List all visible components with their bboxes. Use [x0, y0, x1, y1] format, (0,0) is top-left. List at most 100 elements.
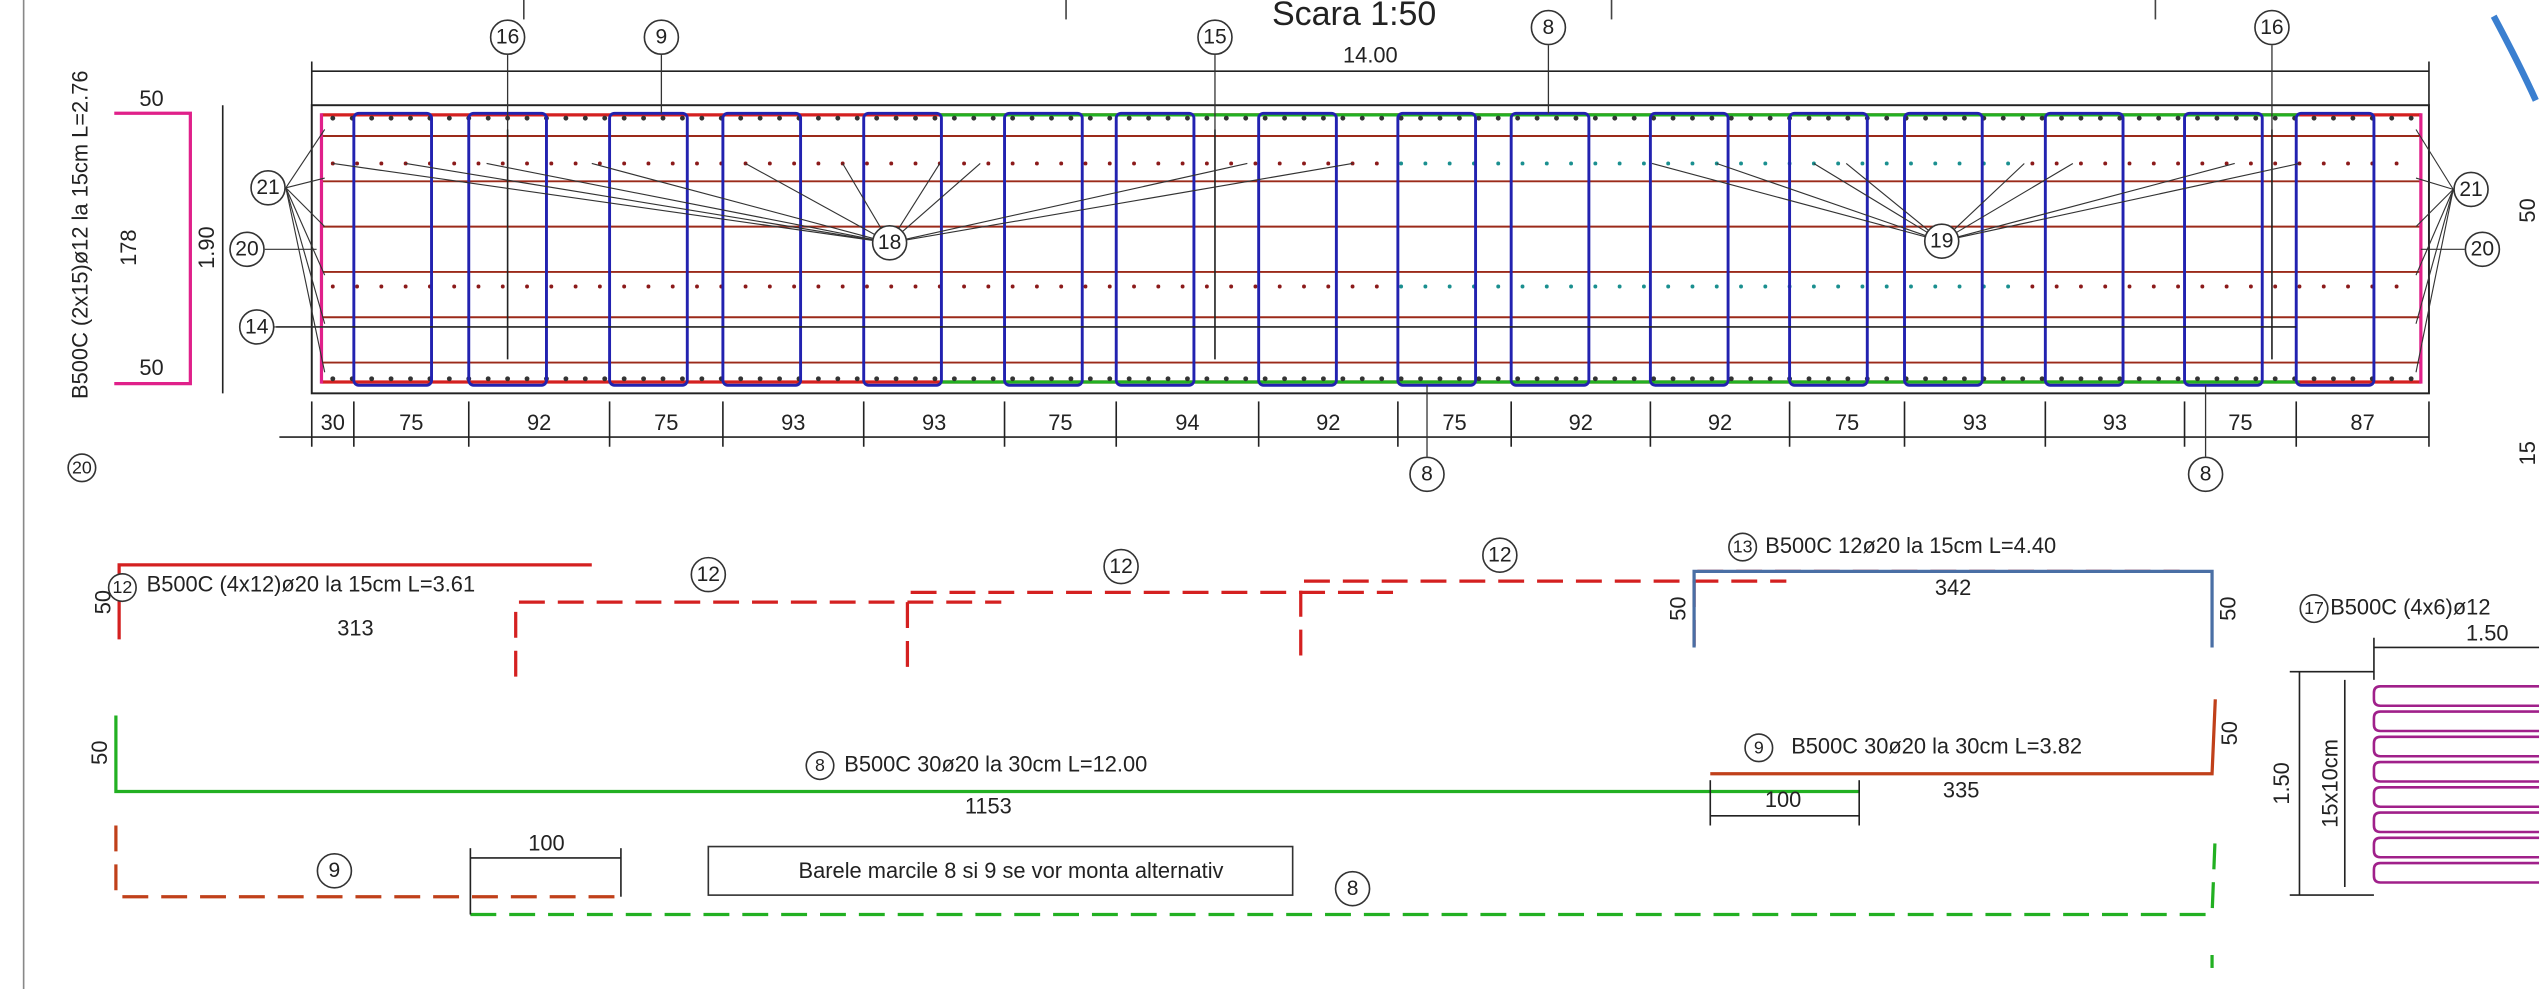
rebar-dot	[369, 115, 375, 121]
rebar-dot	[2331, 376, 2336, 382]
callout-number: 12	[1488, 544, 1511, 567]
rebar-dot	[1223, 115, 1229, 121]
rebar-dot	[777, 115, 782, 121]
rebar-dot	[854, 115, 860, 121]
rebar-dot	[646, 161, 651, 166]
rebar-dot	[2248, 161, 2253, 166]
rebar-dot	[476, 161, 481, 166]
bar-label: B500C (4x12)ø20 la 15cm L=3.61	[147, 572, 475, 597]
callout-circle	[1728, 532, 1758, 562]
line	[1716, 162, 1942, 242]
rebar-dot	[1641, 161, 1646, 166]
line	[1845, 163, 1943, 242]
rebar-dot	[932, 115, 938, 121]
line	[2415, 188, 2454, 228]
rebar-dot	[1229, 161, 1234, 166]
rebar-dot	[1884, 376, 1890, 382]
rebar-dot	[2127, 284, 2132, 289]
rebar-dot	[2059, 376, 2064, 382]
line	[2415, 189, 2454, 373]
callout-number: 13	[1733, 537, 1753, 557]
rebar-dot	[792, 284, 797, 289]
rebar-dot	[2078, 115, 2084, 121]
callout-circle	[316, 853, 353, 889]
rebar-dot	[408, 115, 413, 121]
rebar-dot	[738, 115, 744, 121]
rebar-dot	[1496, 284, 1501, 289]
rebar-dot	[986, 284, 991, 289]
stirrup	[862, 111, 943, 387]
line	[1651, 162, 1942, 242]
callout-number: 14	[245, 315, 269, 338]
stirrup-loop	[2372, 861, 2540, 884]
rebar-dot	[1204, 376, 1210, 382]
callout-circle	[805, 751, 835, 781]
line	[486, 162, 890, 244]
rebar-dot	[1320, 115, 1326, 121]
rebar-dot	[1398, 115, 1404, 121]
note-box	[707, 845, 1294, 896]
label: 1.50	[2466, 620, 2509, 645]
rebar-dot	[1156, 161, 1161, 166]
rebar-dot	[1029, 115, 1035, 121]
rebar-dot	[1374, 284, 1379, 289]
rebar-dot	[1641, 284, 1646, 289]
rebar-dot	[951, 376, 957, 382]
rebar-dot	[1180, 284, 1185, 289]
line	[1941, 163, 2025, 242]
stirrup-loop	[2372, 836, 2540, 859]
rebar-dot	[1456, 376, 1462, 382]
rebar-dot	[757, 376, 763, 382]
rebar-dot	[2151, 161, 2156, 166]
rebar-dot	[1496, 161, 1501, 166]
rebar-dot	[1592, 376, 1598, 382]
label: 100	[528, 831, 564, 856]
rebar-dot	[1146, 376, 1152, 382]
stirrup	[1396, 111, 1478, 387]
rebar-dot	[2346, 284, 2350, 289]
rebar-dot	[854, 376, 860, 382]
rebar-dot	[621, 115, 627, 121]
rebar-dot	[660, 115, 666, 121]
rebar-dot	[1083, 284, 1088, 289]
rebar-dot	[1826, 115, 1831, 121]
rebar-dot	[1884, 161, 1889, 166]
rebar-dot	[2059, 115, 2064, 121]
callout-number: 16	[2260, 16, 2283, 39]
rebar-dot	[2311, 376, 2317, 382]
spacing-dim: 75	[1835, 410, 1859, 435]
rebar-dot	[1909, 284, 1913, 289]
rebar-dot	[1534, 376, 1540, 382]
rebar-dot	[2020, 376, 2026, 382]
rebar-dot	[1534, 115, 1540, 121]
rebar-dot	[1223, 376, 1229, 382]
stirrup-loop	[2372, 710, 2540, 733]
stirrup	[1114, 111, 1196, 387]
rebar-dot	[1456, 115, 1462, 121]
rebar-dot	[2078, 376, 2084, 382]
rebar-dot	[1690, 161, 1695, 166]
stirrup	[608, 111, 689, 387]
rebar-dot	[1301, 376, 1307, 382]
rebar-dot	[408, 376, 413, 382]
rebar-dot	[1243, 376, 1249, 382]
rebar-dot	[2331, 115, 2336, 121]
rebar-dot	[1860, 161, 1865, 166]
stirrup	[1788, 111, 1869, 387]
rebar-dot	[1418, 376, 1423, 382]
rebar-dot	[874, 376, 880, 382]
stirrup	[2043, 111, 2125, 387]
rebar-dot	[1651, 115, 1657, 121]
rebar-dot	[1860, 284, 1865, 289]
callout-circle	[107, 573, 137, 603]
rebar-dot	[1107, 161, 1112, 166]
rebar-dot	[2039, 115, 2045, 121]
label: 342	[1935, 575, 1971, 600]
rebar-dot	[840, 284, 845, 289]
rebar-dot	[1569, 161, 1574, 166]
rebar-dot	[2127, 161, 2132, 166]
rebar-dot	[1418, 115, 1423, 121]
rebar-dot	[1087, 376, 1093, 382]
rebar-dot	[1612, 376, 1618, 382]
rebar-dot	[2103, 284, 2108, 289]
